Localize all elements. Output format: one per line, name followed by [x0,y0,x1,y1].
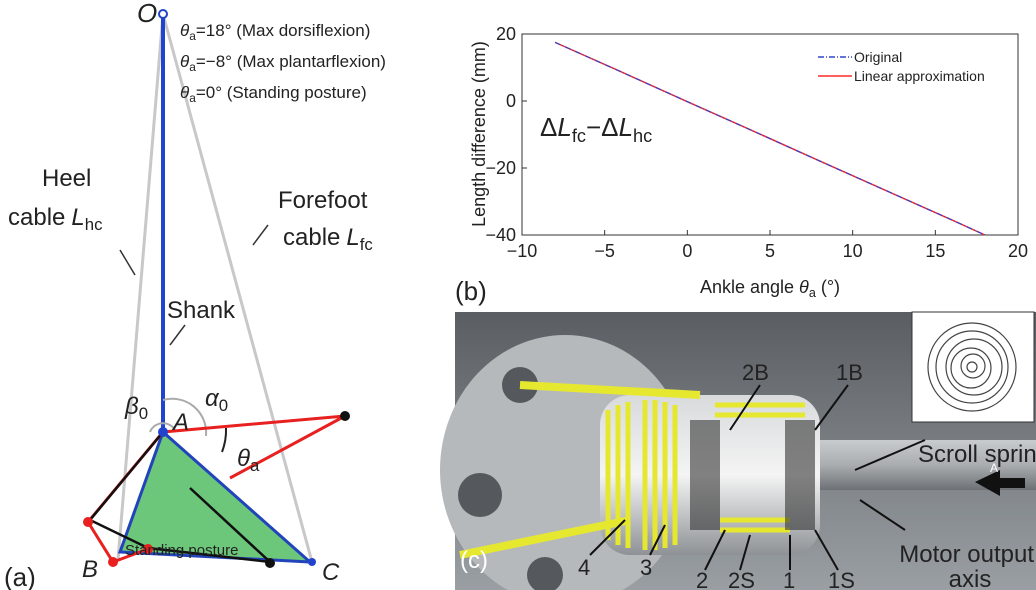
forefoot-label: Forefoot [278,187,368,214]
symbol: L [346,224,359,251]
hole [458,473,502,517]
symbol: L [619,112,633,142]
part-label: 2 [696,568,708,590]
angle-arc [222,428,226,452]
subscript: 0 [219,396,228,415]
bearing [690,420,720,530]
symbol: β [124,393,139,420]
theta-line: θa=18° (Max dorsiflexion) [180,21,370,43]
page: {"panel_a": {"label": "(a)", "origin": "… [0,0,1036,590]
panel-label: (a) [4,562,36,590]
y-tick-label: 20 [496,24,516,44]
x-tick-label: −5 [594,241,615,261]
angle-label: θa [237,445,260,475]
joint [340,411,350,421]
joint [265,558,275,568]
origin-label: O [137,0,157,28]
x-tick-label: 5 [765,241,775,261]
text: Ankle angle [700,277,799,297]
subscript: a [250,456,260,475]
legend-label: Original [854,49,902,65]
part-label: 3 [640,555,652,580]
panel-c: 2B 1B Scroll spring 4 3 2 2S 1 1S Motor … [440,312,1036,590]
joint [158,427,168,437]
text: cable [283,224,340,251]
alpha-label: α0 [205,385,228,415]
text: Δ [540,112,557,142]
subscript: fc [360,235,373,254]
text: =18° (Max dorsiflexion) [196,21,371,40]
part-label: 1B [836,360,863,385]
subscript: fc [572,126,586,146]
panel-label: (b) [455,276,487,306]
beta-label: β0 [124,393,148,423]
panel-a: O θa=18° (Max dorsiflexion) θa=−8° (Max … [4,0,386,590]
shank-label: Shank [167,297,236,324]
text: cable [8,204,65,231]
x-axis-label: Ankle angle θa (°) [700,277,840,300]
symbol: θ [799,277,809,297]
y-tick-label: −20 [485,158,516,178]
part-label: A [990,461,998,475]
joint [108,557,118,567]
part-label: 2B [742,360,769,385]
heel-label: Heel [42,165,91,192]
y-tick-label: 0 [506,91,516,111]
point-label: B [82,556,98,583]
text: −Δ [586,112,619,142]
legend-label: Linear approximation [854,68,985,84]
part-label: 1S [828,568,855,590]
bearing [785,420,815,530]
subscript: hc [633,126,652,146]
x-tick-label: 20 [1008,241,1028,261]
symbol: θ [237,445,250,472]
subscript: hc [85,215,103,234]
point-label: C [322,559,340,586]
symbol: L [557,112,571,142]
x-tick-label: 0 [682,241,692,261]
leader [253,225,268,245]
theta-line: θa=−8° (Max plantarflexion) [180,52,386,74]
subscript: a [809,286,816,300]
text: =−8° (Max plantarflexion) [196,52,386,71]
subscript: 0 [139,404,148,423]
panel-label: (c) [460,547,488,574]
y-axis-label: Length difference (mm) [469,41,489,227]
part-label: axis [949,566,992,590]
part-label: 2S [728,568,755,590]
part-label: 4 [578,555,590,580]
x-tick-label: 10 [843,241,863,261]
panel-b: Length difference (mm) Ankle angle θa (°… [455,24,1028,306]
part-label: Scroll spring [918,441,1036,468]
symbol: L [71,204,84,231]
leader [170,325,185,345]
theta-line: θa=0° (Standing posture) [180,83,367,105]
y-tick-label: −40 [485,225,516,245]
text: (°) [816,277,840,297]
text: =0° (Standing posture) [196,83,367,102]
point-label: A [171,409,189,436]
posture-label: Standing posture [125,542,238,559]
part-label: 1 [783,568,795,590]
figure: O θa=18° (Max dorsiflexion) θa=−8° (Max … [0,0,1036,590]
part-label: Motor output [899,541,1034,568]
annotation: ΔLfc−ΔLhc [540,112,652,146]
x-tick-label: 15 [925,241,945,261]
leader [120,250,135,275]
joint [83,517,93,527]
joint [308,558,316,566]
origin-point [159,10,167,18]
